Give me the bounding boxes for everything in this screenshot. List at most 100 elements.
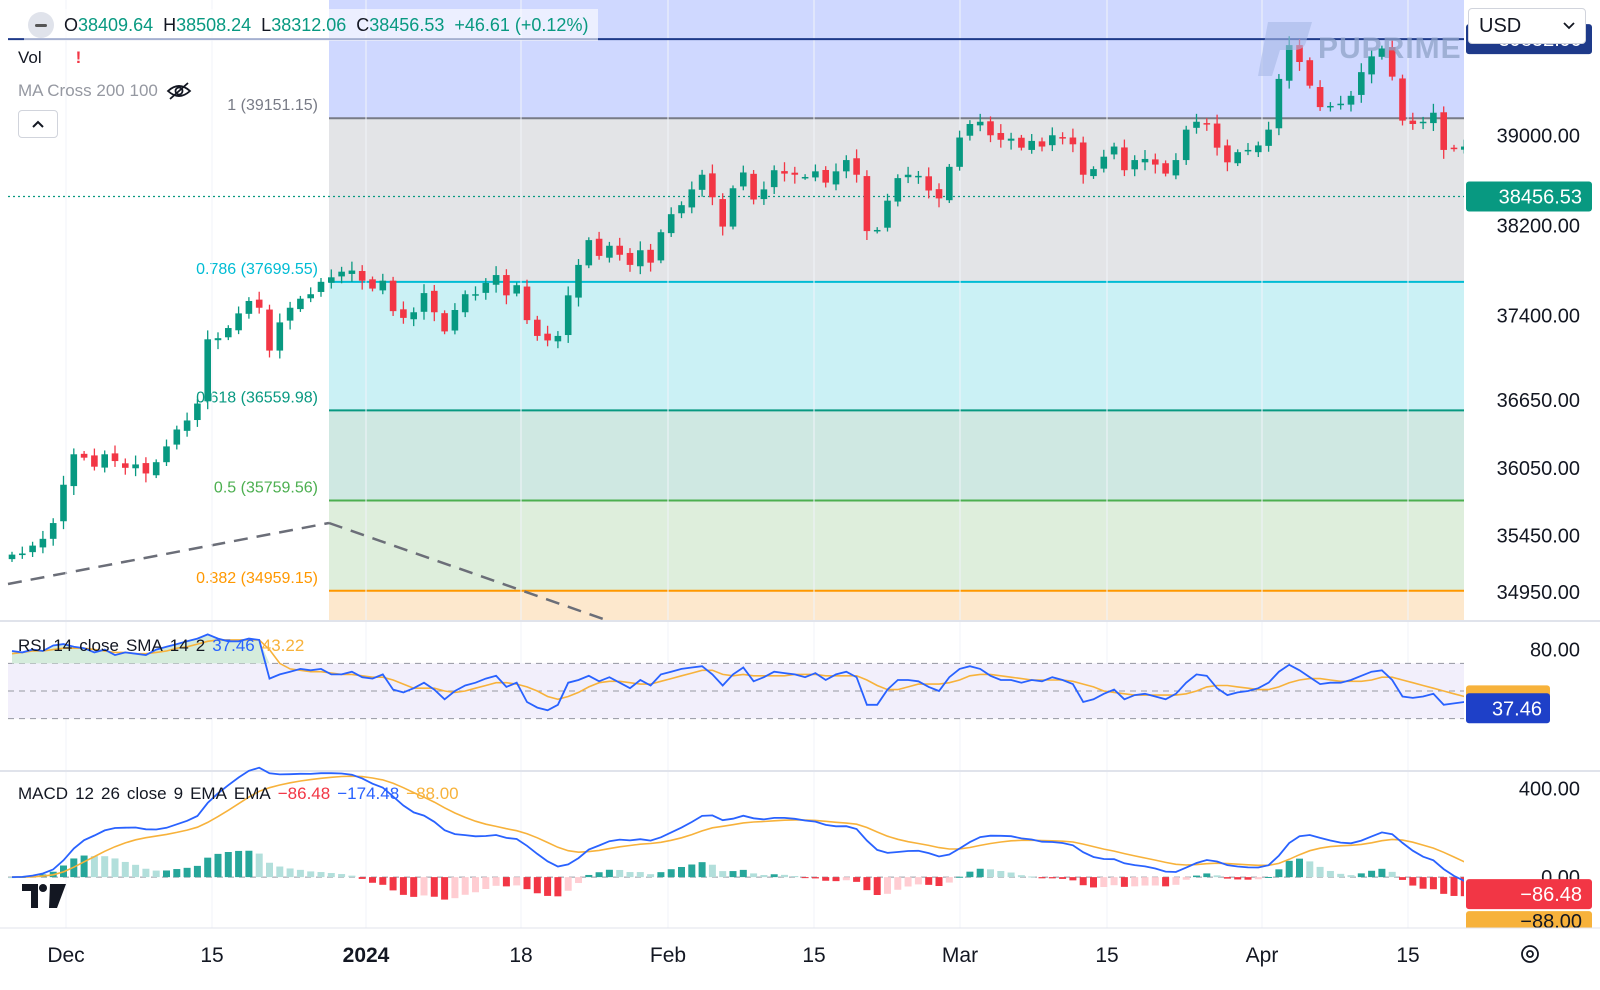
- macd-histogram-bar: [317, 872, 325, 878]
- macd-histogram-bar: [884, 877, 891, 894]
- eye-hidden-icon[interactable]: [166, 81, 192, 101]
- macd-histogram-bar: [853, 877, 861, 882]
- ohlc-high: H38508.24: [163, 14, 252, 35]
- legend-token: 12: [75, 784, 94, 803]
- candle-body: [420, 293, 428, 312]
- macd-histogram-bar: [791, 876, 799, 878]
- candle-body: [1388, 47, 1396, 77]
- macd-axis-tick: 400.00: [1519, 779, 1580, 801]
- macd-histogram-bar: [564, 877, 572, 891]
- candle-body: [1213, 123, 1221, 148]
- candle-body: [245, 300, 253, 314]
- volume-legend[interactable]: Vol !: [18, 48, 81, 68]
- candle-body: [1296, 45, 1303, 62]
- macd-histogram-bar: [945, 877, 953, 883]
- macd-histogram-bar: [245, 850, 253, 878]
- legend-token: MACD: [18, 784, 69, 803]
- fib-zone: [329, 410, 1464, 501]
- candle-body: [1409, 120, 1417, 124]
- legend-token: close: [126, 784, 167, 803]
- candle-body: [801, 176, 809, 179]
- candle-body: [225, 328, 232, 338]
- candle-body: [1018, 137, 1025, 148]
- macd-histogram-bar: [152, 870, 160, 878]
- macd-histogram-bar: [554, 877, 562, 897]
- macd-histogram-bar: [1409, 877, 1417, 886]
- candle-body: [101, 454, 108, 468]
- candle-body: [369, 279, 376, 289]
- legend-token: EMA: [190, 784, 227, 803]
- candle-body: [935, 189, 943, 199]
- watermark-text: PUPRIME: [1318, 32, 1462, 65]
- macd-histogram-bar: [894, 877, 902, 890]
- candle-body: [49, 523, 57, 539]
- candle-body: [575, 264, 582, 298]
- candle-body: [379, 280, 387, 291]
- candle-body: [1399, 78, 1406, 121]
- macd-histogram-bar: [1162, 877, 1170, 887]
- macd-histogram-bar: [1172, 877, 1180, 885]
- rsi-axis-tick: 80.00: [1530, 640, 1580, 662]
- macd-line: [11, 766, 1517, 912]
- warning-icon[interactable]: !: [75, 48, 82, 67]
- settings-button[interactable]: [1518, 942, 1542, 971]
- legend-token: 14: [53, 636, 73, 655]
- chevron-up-icon: [32, 120, 44, 128]
- candle-body: [750, 173, 757, 200]
- macd-histogram-bar: [657, 872, 665, 878]
- chevron-up-button[interactable]: [18, 110, 58, 138]
- macd-histogram-bar: [173, 869, 181, 878]
- macd-legend[interactable]: MACD 12 26 close 9 EMA EMA −86.48 −174.48 −88.00: [18, 784, 459, 804]
- rsi-legend[interactable]: RSI 14 close SMA 14 2 37.46 43.22: [18, 636, 304, 656]
- macd-histogram-bar: [492, 877, 500, 886]
- candle-body: [1193, 121, 1200, 128]
- candle-body: [400, 309, 407, 318]
- candle-body: [194, 403, 201, 421]
- macd-histogram-bar: [616, 869, 624, 878]
- macd-histogram-bar: [997, 870, 1005, 878]
- macd-histogram-bar: [1059, 877, 1067, 879]
- price-axis-tick: 36050.00: [1497, 458, 1580, 480]
- rsi-tag: [1466, 693, 1550, 724]
- candle-body: [740, 172, 747, 187]
- candle-body: [554, 335, 562, 342]
- candle-body: [1069, 137, 1077, 145]
- macd-histogram-bar: [399, 877, 407, 895]
- macd-histogram-bar: [358, 877, 366, 879]
- macd-histogram-bar: [976, 868, 984, 878]
- candle-body: [492, 275, 500, 285]
- tradingview-logo[interactable]: [22, 884, 66, 913]
- macd-histogram-bar: [544, 877, 552, 896]
- macd-histogram-bar: [1120, 877, 1128, 887]
- currency-select[interactable]: USD: [1468, 8, 1586, 44]
- candle-body: [338, 271, 345, 277]
- macd-histogram-bar: [1254, 877, 1262, 880]
- macd-histogram-bar: [904, 877, 912, 887]
- candle-body: [1182, 129, 1190, 161]
- macd-histogram-bar: [1141, 877, 1149, 886]
- macd-histogram-bar: [1347, 875, 1355, 878]
- macd-histogram-bar: [956, 876, 964, 878]
- candle-body: [626, 252, 634, 265]
- currency-value: USD: [1479, 14, 1522, 37]
- candle-body: [843, 160, 850, 172]
- collapse-legend-button[interactable]: [28, 12, 54, 38]
- volume-label: Vol: [18, 48, 42, 67]
- macd-histogram-bar: [193, 865, 201, 878]
- candle-body: [678, 205, 685, 214]
- candle-body: [482, 282, 490, 293]
- macd-hist-tag: [1466, 879, 1592, 910]
- candle-body: [564, 295, 572, 336]
- candle-body: [1327, 105, 1334, 108]
- macd-histogram-bar: [327, 873, 335, 878]
- macd-histogram-bar: [80, 855, 88, 878]
- macd-histogram-bar: [1213, 875, 1221, 878]
- ma-cross-legend[interactable]: MA Cross 200 100: [18, 81, 192, 101]
- macd-histogram-bar: [1388, 871, 1396, 878]
- macd-histogram-bar: [1038, 877, 1046, 879]
- candle-body: [791, 172, 799, 175]
- macd-histogram-bar: [688, 864, 696, 878]
- candle-body: [987, 121, 994, 136]
- ohlc-change: +46.61 (+0.12%): [454, 14, 589, 35]
- macd-histogram-bar: [1193, 875, 1200, 878]
